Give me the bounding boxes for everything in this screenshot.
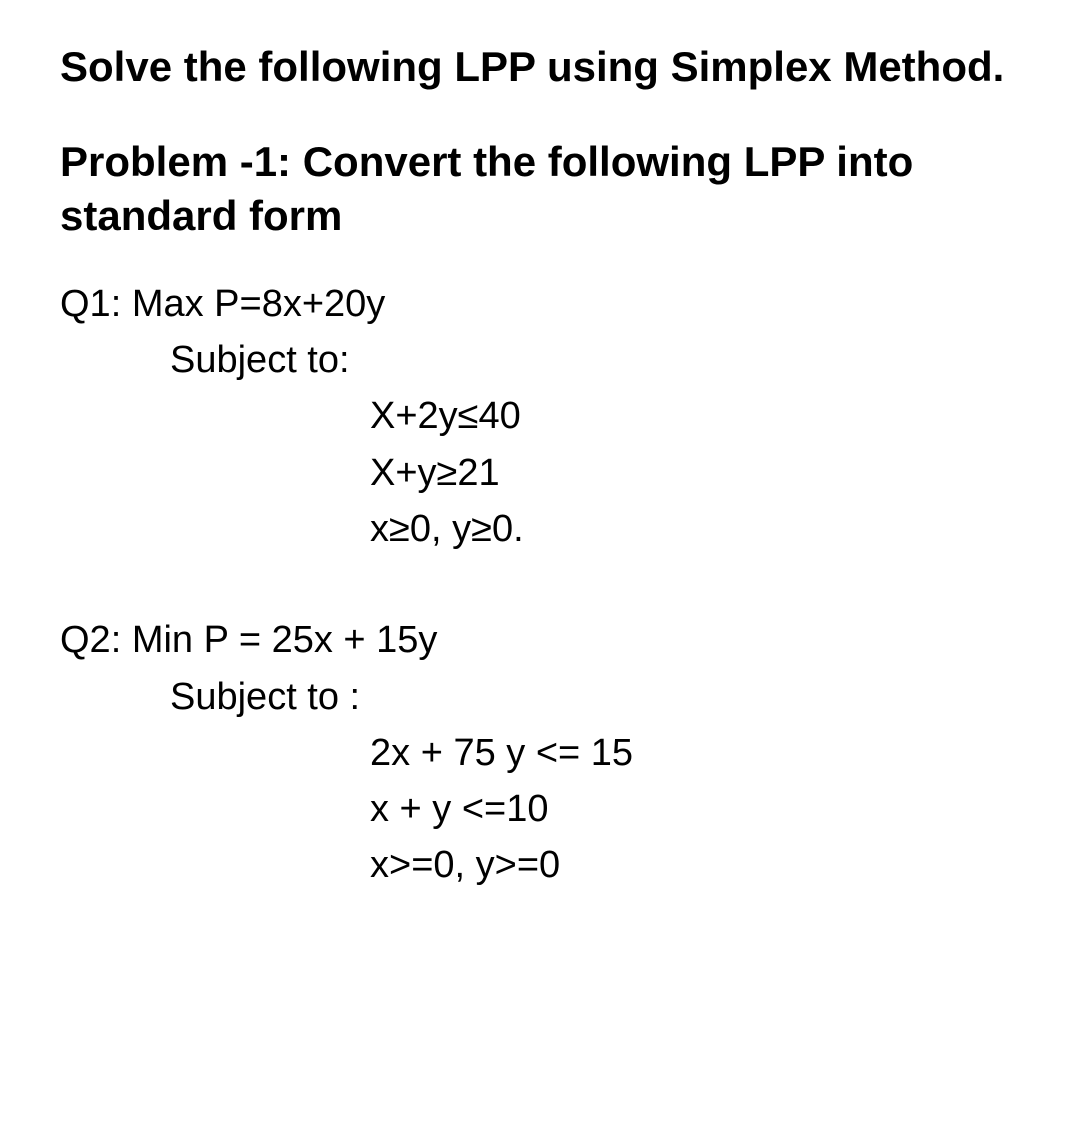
q2-objective: Min P = 25x + 15y (132, 619, 438, 661)
q2-constraint-3: x>=0, y>=0 (370, 840, 1020, 891)
q2-label: Q2: (60, 619, 132, 661)
q1-objective: Max P=8x+20y (132, 283, 385, 325)
q1-constraint-2: X+y≥21 (370, 448, 1020, 499)
problem-heading: Problem -1: Convert the following LPP in… (60, 135, 1020, 244)
q1-constraint-3: x≥0, y≥0. (370, 504, 1020, 555)
question-2-block: Q2: Min P = 25x + 15y Subject to : 2x + … (60, 615, 1020, 891)
q1-constraint-1: X+2y≤40 (370, 391, 1020, 442)
question-1-block: Q1: Max P=8x+20y Subject to: X+2y≤40 X+y… (60, 279, 1020, 555)
q1-subject-to: Subject to: (170, 335, 1020, 386)
q2-objective-line: Q2: Min P = 25x + 15y (60, 615, 1020, 666)
q1-objective-line: Q1: Max P=8x+20y (60, 279, 1020, 330)
q2-subject-to: Subject to : (170, 672, 1020, 723)
q2-constraint-2: x + y <=10 (370, 784, 1020, 835)
document-title: Solve the following LPP using Simplex Me… (60, 40, 1020, 95)
q2-constraint-1: 2x + 75 y <= 15 (370, 728, 1020, 779)
q1-label: Q1: (60, 283, 132, 325)
